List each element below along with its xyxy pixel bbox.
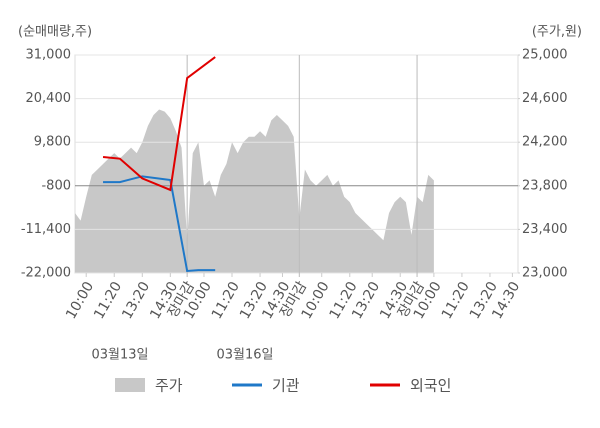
y-tick-label: 20,400: [26, 91, 72, 106]
y2-tick-label: 23,800: [522, 178, 568, 193]
y-axis-title: (순매매량,주): [18, 25, 92, 40]
y-tick-label: -800: [41, 178, 71, 193]
price-area: [75, 109, 434, 273]
date-label: 03월16일: [216, 348, 273, 363]
y-tick-label: -11,400: [21, 222, 71, 237]
y2-tick-label: 23,000: [522, 266, 568, 281]
legend-swatch: [115, 378, 145, 392]
y-tick-label: 31,000: [26, 48, 72, 63]
legend-label: 기관: [272, 377, 300, 395]
y2-tick-label: 24,200: [522, 135, 568, 150]
y2-axis-title: (주가,원): [532, 25, 582, 40]
y2-tick-label: 25,000: [522, 48, 568, 63]
y-tick-label: 9,800: [34, 135, 71, 150]
series-line: [102, 56, 216, 192]
legend-label: 외국인: [410, 377, 451, 395]
date-label: 03월13일: [91, 348, 148, 363]
y2-tick-label: 23,400: [522, 222, 568, 237]
series-line: [103, 175, 216, 273]
legend-label: 주가: [155, 377, 183, 395]
y-tick-label: -22,000: [21, 266, 71, 281]
y2-tick-label: 24,600: [522, 91, 568, 106]
